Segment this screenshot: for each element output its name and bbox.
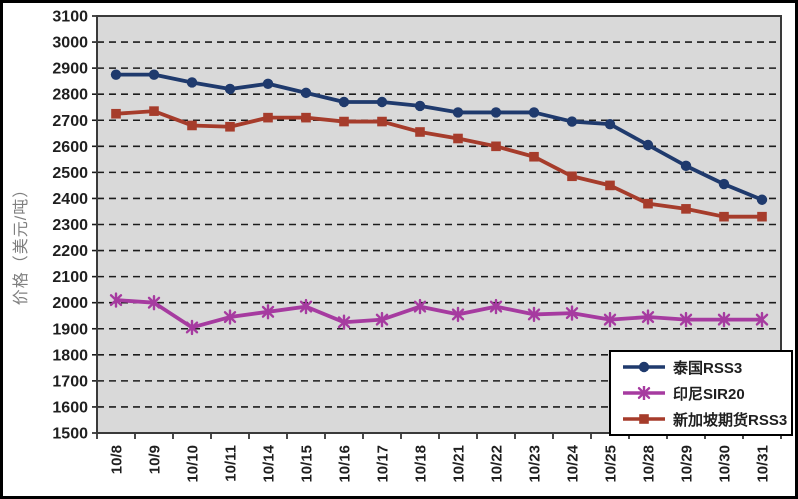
circle-marker-icon — [623, 361, 665, 373]
svg-text:1900: 1900 — [52, 321, 88, 338]
square-marker-icon — [623, 414, 665, 424]
svg-text:10/29: 10/29 — [679, 445, 696, 483]
svg-text:10/15: 10/15 — [299, 445, 316, 483]
legend: 泰国RSS3 印尼SIR20 新加坡期货RSS3 — [609, 350, 793, 436]
y-axis-title: 价格（美元/吨） — [13, 180, 30, 306]
svg-text:2000: 2000 — [52, 295, 88, 312]
svg-text:2900: 2900 — [52, 61, 88, 78]
legend-item-singapore-futures-rss3: 新加坡期货RSS3 — [611, 409, 791, 430]
svg-text:10/14: 10/14 — [261, 444, 278, 482]
svg-text:10/25: 10/25 — [603, 445, 620, 483]
svg-text:10/24: 10/24 — [565, 444, 582, 482]
svg-text:1500: 1500 — [52, 426, 88, 443]
svg-text:2700: 2700 — [52, 113, 88, 130]
svg-text:1800: 1800 — [52, 347, 88, 364]
svg-text:1600: 1600 — [52, 399, 88, 416]
svg-text:2200: 2200 — [52, 243, 88, 260]
svg-text:2300: 2300 — [52, 217, 88, 234]
legend-item-thailand-rss3: 泰国RSS3 — [611, 357, 791, 378]
svg-text:2100: 2100 — [52, 269, 88, 286]
legend-label-singapore-futures-rss3: 新加坡期货RSS3 — [673, 411, 788, 429]
svg-text:3000: 3000 — [52, 35, 88, 52]
svg-text:10/11: 10/11 — [223, 445, 240, 482]
asterisk-marker-icon — [623, 386, 665, 400]
svg-text:10/9: 10/9 — [147, 445, 164, 474]
svg-text:10/31: 10/31 — [755, 445, 772, 483]
svg-text:10/16: 10/16 — [337, 445, 354, 483]
svg-text:3100: 3100 — [52, 9, 88, 26]
svg-text:2600: 2600 — [52, 139, 88, 156]
svg-text:10/21: 10/21 — [451, 445, 468, 483]
svg-text:2400: 2400 — [52, 191, 88, 208]
svg-text:10/10: 10/10 — [185, 445, 202, 483]
legend-label-indonesia-sir20: 印尼SIR20 — [673, 385, 745, 403]
svg-text:10/18: 10/18 — [413, 445, 430, 483]
svg-text:10/28: 10/28 — [641, 445, 658, 483]
legend-item-indonesia-sir20: 印尼SIR20 — [611, 383, 791, 404]
legend-label-thailand-rss3: 泰国RSS3 — [673, 359, 743, 377]
svg-text:10/23: 10/23 — [527, 445, 544, 483]
svg-text:10/22: 10/22 — [489, 445, 506, 483]
svg-text:2500: 2500 — [52, 165, 88, 182]
svg-text:10/17: 10/17 — [375, 445, 392, 483]
svg-text:10/30: 10/30 — [717, 445, 734, 483]
svg-text:2800: 2800 — [52, 87, 88, 104]
svg-text:1700: 1700 — [52, 373, 88, 390]
svg-text:10/8: 10/8 — [109, 445, 126, 474]
chart-canvas: 1500 1600 1700 1800 1900 2000 2100 2200 2300 2400… — [52, 9, 782, 483]
